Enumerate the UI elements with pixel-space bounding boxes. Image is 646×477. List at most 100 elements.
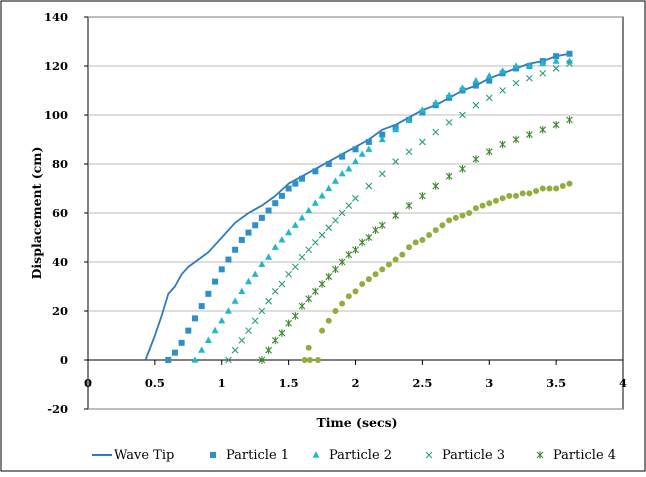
data-point <box>332 216 339 224</box>
data-point <box>358 238 366 247</box>
data-point <box>406 244 412 251</box>
series-5 <box>258 116 573 364</box>
data-point <box>192 315 198 322</box>
data-point <box>292 180 299 187</box>
legend-item: Particle 1 <box>210 448 289 463</box>
data-point <box>218 317 226 324</box>
data-point <box>191 356 199 363</box>
legend-item: Particle 3 <box>425 448 505 463</box>
data-point <box>485 147 493 156</box>
data-point <box>418 138 426 146</box>
data-point <box>291 312 299 320</box>
data-point <box>432 182 440 190</box>
data-point <box>171 349 178 356</box>
data-point <box>566 60 573 67</box>
data-point <box>265 346 272 354</box>
data-point <box>392 125 400 133</box>
data-point <box>525 130 533 139</box>
data-point <box>506 192 513 199</box>
data-point <box>251 270 259 277</box>
data-point <box>258 260 266 268</box>
data-point <box>546 185 553 192</box>
y-tick-label: 0 <box>60 353 68 367</box>
data-point <box>499 87 507 94</box>
data-point <box>445 172 453 181</box>
data-point <box>459 165 466 173</box>
data-point <box>291 221 299 228</box>
data-point <box>165 357 172 363</box>
legend-swatch <box>536 451 544 459</box>
data-point <box>307 357 314 363</box>
data-point <box>185 327 192 334</box>
x-tick-label: 4 <box>619 376 627 390</box>
data-point <box>278 329 286 337</box>
data-point <box>485 72 493 79</box>
data-point <box>285 270 293 278</box>
data-point <box>224 307 232 314</box>
data-point <box>479 202 486 209</box>
data-point <box>539 125 547 134</box>
data-point <box>205 290 212 297</box>
data-point <box>271 336 279 345</box>
data-point <box>566 180 573 187</box>
data-point <box>345 293 352 300</box>
y-axis-title: Displacement (cm) <box>29 147 44 280</box>
x-tick-label: 3 <box>485 376 493 390</box>
data-point <box>245 327 252 334</box>
data-point <box>311 239 319 246</box>
data-point <box>225 356 232 364</box>
data-point <box>238 287 246 294</box>
legend-label: Particle 4 <box>553 448 616 463</box>
data-point <box>559 183 566 190</box>
data-point <box>552 121 560 129</box>
x-tick-label: 1.5 <box>279 376 299 390</box>
data-point <box>445 118 453 126</box>
data-point <box>258 307 266 315</box>
data-point <box>285 185 292 192</box>
data-point <box>365 145 373 152</box>
x-tick-label: 1 <box>218 376 226 390</box>
data-point <box>432 227 439 234</box>
data-point <box>499 67 507 74</box>
data-point <box>298 302 306 310</box>
data-point <box>319 327 326 334</box>
data-point <box>485 94 493 102</box>
data-point <box>311 287 319 296</box>
data-point <box>452 214 459 221</box>
data-point <box>278 192 285 199</box>
data-point <box>378 170 386 178</box>
data-point <box>446 217 453 224</box>
data-point <box>238 236 245 243</box>
x-axis-title: Time (secs) <box>316 415 397 430</box>
data-point <box>533 187 540 194</box>
data-point <box>318 231 326 239</box>
data-point <box>499 195 506 202</box>
data-point <box>245 229 252 236</box>
y-tick-label: 40 <box>52 255 68 269</box>
data-point <box>265 297 272 305</box>
data-point <box>352 157 359 165</box>
data-point <box>325 272 333 281</box>
legend: Wave Tip Particle 1 Particle 2 Particle 3 Pa… <box>92 448 616 463</box>
data-point <box>372 271 379 278</box>
data-point <box>338 170 346 177</box>
data-point <box>566 116 573 124</box>
y-tick-label: 60 <box>52 206 68 220</box>
data-point <box>271 243 279 250</box>
data-point <box>352 194 359 202</box>
data-point <box>231 346 239 354</box>
data-point <box>325 184 333 192</box>
data-point <box>405 116 413 123</box>
data-point <box>305 246 313 254</box>
data-point <box>238 337 246 344</box>
y-tick-label: 140 <box>44 10 68 24</box>
data-point <box>472 155 480 163</box>
x-tick-label: 2.5 <box>412 376 432 390</box>
data-point <box>325 317 332 324</box>
data-point <box>392 158 400 165</box>
legend-item: Particle 4 <box>536 448 616 463</box>
data-point <box>345 250 353 259</box>
data-point <box>365 138 372 145</box>
data-point <box>459 84 466 91</box>
